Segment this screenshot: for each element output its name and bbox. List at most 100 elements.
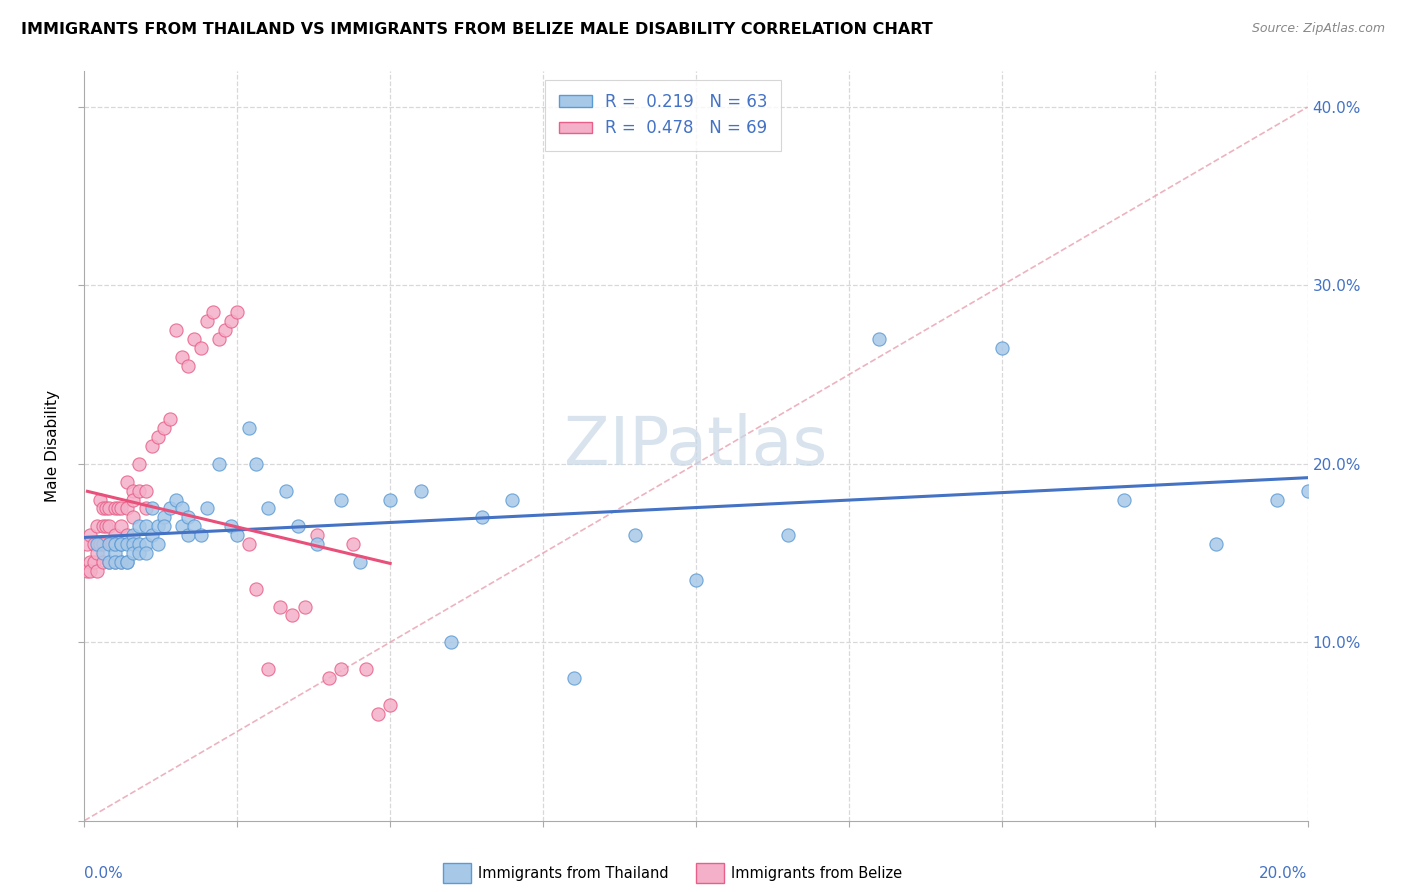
Point bbox=[128, 457, 150, 471]
Point bbox=[165, 492, 187, 507]
Point bbox=[354, 662, 377, 676]
Point bbox=[89, 492, 111, 507]
Point bbox=[104, 501, 127, 516]
Point bbox=[183, 332, 205, 346]
Point bbox=[97, 537, 120, 551]
Point bbox=[1296, 483, 1319, 498]
Point bbox=[91, 537, 114, 551]
Point bbox=[141, 528, 163, 542]
Point bbox=[86, 546, 108, 560]
Point bbox=[305, 528, 328, 542]
Point bbox=[104, 555, 127, 569]
Point bbox=[190, 528, 212, 542]
Point bbox=[159, 501, 181, 516]
Point bbox=[502, 492, 524, 507]
Point bbox=[97, 537, 120, 551]
Point bbox=[115, 528, 138, 542]
Point bbox=[115, 537, 138, 551]
Y-axis label: Male Disability: Male Disability bbox=[45, 390, 60, 502]
Point bbox=[257, 662, 280, 676]
Point bbox=[219, 314, 242, 328]
Point bbox=[104, 537, 127, 551]
Point bbox=[1114, 492, 1136, 507]
Point bbox=[153, 421, 176, 435]
Point bbox=[172, 519, 194, 533]
Point bbox=[128, 546, 150, 560]
Point bbox=[318, 671, 340, 685]
Point bbox=[97, 519, 120, 533]
Point bbox=[195, 501, 218, 516]
Point bbox=[89, 537, 111, 551]
Point bbox=[122, 528, 145, 542]
Point bbox=[380, 698, 402, 712]
Point bbox=[624, 528, 647, 542]
Point bbox=[238, 421, 260, 435]
Point bbox=[128, 483, 150, 498]
Point bbox=[110, 555, 132, 569]
Point bbox=[122, 537, 145, 551]
Point bbox=[122, 510, 145, 524]
Point bbox=[380, 492, 402, 507]
Point bbox=[214, 323, 236, 337]
Point bbox=[294, 599, 316, 614]
Point bbox=[135, 519, 157, 533]
Text: Immigrants from Belize: Immigrants from Belize bbox=[731, 866, 903, 880]
Point bbox=[128, 537, 150, 551]
Point bbox=[97, 555, 120, 569]
Point bbox=[1205, 537, 1227, 551]
Point bbox=[79, 528, 101, 542]
Point bbox=[110, 519, 132, 533]
Point bbox=[146, 430, 169, 444]
Point bbox=[281, 608, 304, 623]
Point bbox=[201, 305, 224, 319]
Text: IMMIGRANTS FROM THAILAND VS IMMIGRANTS FROM BELIZE MALE DISABILITY CORRELATION C: IMMIGRANTS FROM THAILAND VS IMMIGRANTS F… bbox=[21, 22, 932, 37]
Point bbox=[104, 537, 127, 551]
Point bbox=[257, 501, 280, 516]
Point bbox=[165, 323, 187, 337]
Point bbox=[330, 662, 353, 676]
Point bbox=[83, 555, 105, 569]
Point bbox=[141, 501, 163, 516]
Point bbox=[107, 501, 129, 516]
Point bbox=[208, 457, 231, 471]
Point bbox=[269, 599, 291, 614]
Point bbox=[177, 510, 200, 524]
Text: 0.0%: 0.0% bbox=[84, 865, 124, 880]
Text: Source: ZipAtlas.com: Source: ZipAtlas.com bbox=[1251, 22, 1385, 36]
Text: 20.0%: 20.0% bbox=[1260, 865, 1308, 880]
Point bbox=[342, 537, 364, 551]
Point bbox=[135, 501, 157, 516]
Point bbox=[79, 555, 101, 569]
Point bbox=[122, 483, 145, 498]
Point bbox=[115, 501, 138, 516]
Point bbox=[86, 519, 108, 533]
Point bbox=[172, 350, 194, 364]
Point bbox=[1265, 492, 1288, 507]
Point bbox=[172, 501, 194, 516]
Point bbox=[409, 483, 432, 498]
Point bbox=[471, 510, 494, 524]
Point bbox=[183, 519, 205, 533]
Point bbox=[276, 483, 298, 498]
Point bbox=[135, 483, 157, 498]
Point bbox=[146, 537, 169, 551]
Point bbox=[245, 457, 267, 471]
Point bbox=[869, 332, 891, 346]
Point bbox=[153, 510, 176, 524]
Point bbox=[685, 573, 707, 587]
Point bbox=[91, 501, 114, 516]
Point bbox=[97, 501, 120, 516]
Point bbox=[367, 706, 389, 721]
Point bbox=[101, 537, 124, 551]
Point bbox=[110, 555, 132, 569]
Point bbox=[146, 519, 169, 533]
Point bbox=[122, 546, 145, 560]
Point bbox=[177, 528, 200, 542]
Point bbox=[208, 332, 231, 346]
Point bbox=[177, 359, 200, 373]
Point bbox=[159, 412, 181, 426]
Point bbox=[104, 555, 127, 569]
Legend: R =  0.219   N = 63, R =  0.478   N = 69: R = 0.219 N = 63, R = 0.478 N = 69 bbox=[546, 79, 782, 151]
Point bbox=[91, 555, 114, 569]
Point bbox=[86, 564, 108, 578]
